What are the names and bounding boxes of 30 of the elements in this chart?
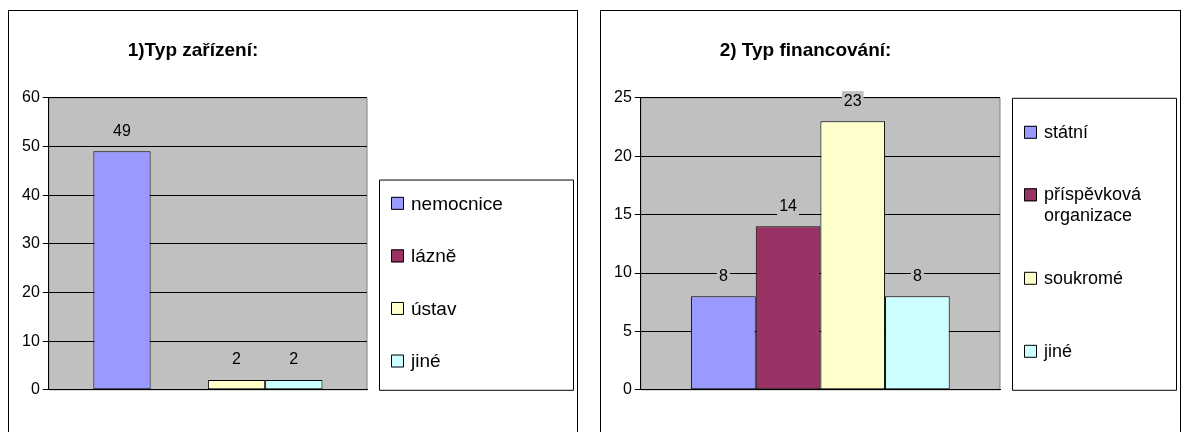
chart-title: 2) Typ financování:: [719, 38, 892, 60]
y-tick-label: 50: [22, 136, 40, 154]
y-tick-label: 20: [22, 282, 40, 300]
legend-label: lázně: [411, 245, 457, 267]
chart-title: 1)Typ zařízení:: [127, 38, 259, 60]
legend-label: ústav: [411, 297, 457, 319]
y-tick-label: 30: [22, 234, 40, 252]
data-label: 14: [779, 196, 798, 214]
data-label: 8: [912, 266, 922, 284]
y-tick-label: 60: [22, 88, 40, 106]
legend-label: jiné: [410, 350, 441, 372]
y-tick-label: 10: [614, 263, 632, 281]
data-label: 23: [843, 91, 862, 109]
legend-label: nemocnice: [411, 192, 503, 214]
legend-label: jiné: [1043, 340, 1073, 361]
legend-label: soukromé: [1044, 267, 1124, 288]
y-tick-label: 40: [22, 185, 40, 203]
data-label: 2: [232, 350, 242, 368]
y-tick-label: 15: [614, 205, 632, 223]
y-tick-label: 20: [614, 146, 632, 164]
data-label: 2: [289, 350, 299, 368]
legend-label: příspěvková organizace: [1044, 184, 1143, 226]
y-tick-label: 0: [622, 380, 632, 398]
legend-label: státní: [1044, 121, 1089, 142]
y-tick-label: 0: [30, 380, 40, 398]
y-tick-label: 10: [22, 331, 40, 349]
data-label: 8: [718, 266, 728, 284]
y-tick-label: 25: [614, 88, 632, 106]
y-tick-label: 5: [622, 321, 632, 339]
data-label: 49: [113, 121, 131, 139]
